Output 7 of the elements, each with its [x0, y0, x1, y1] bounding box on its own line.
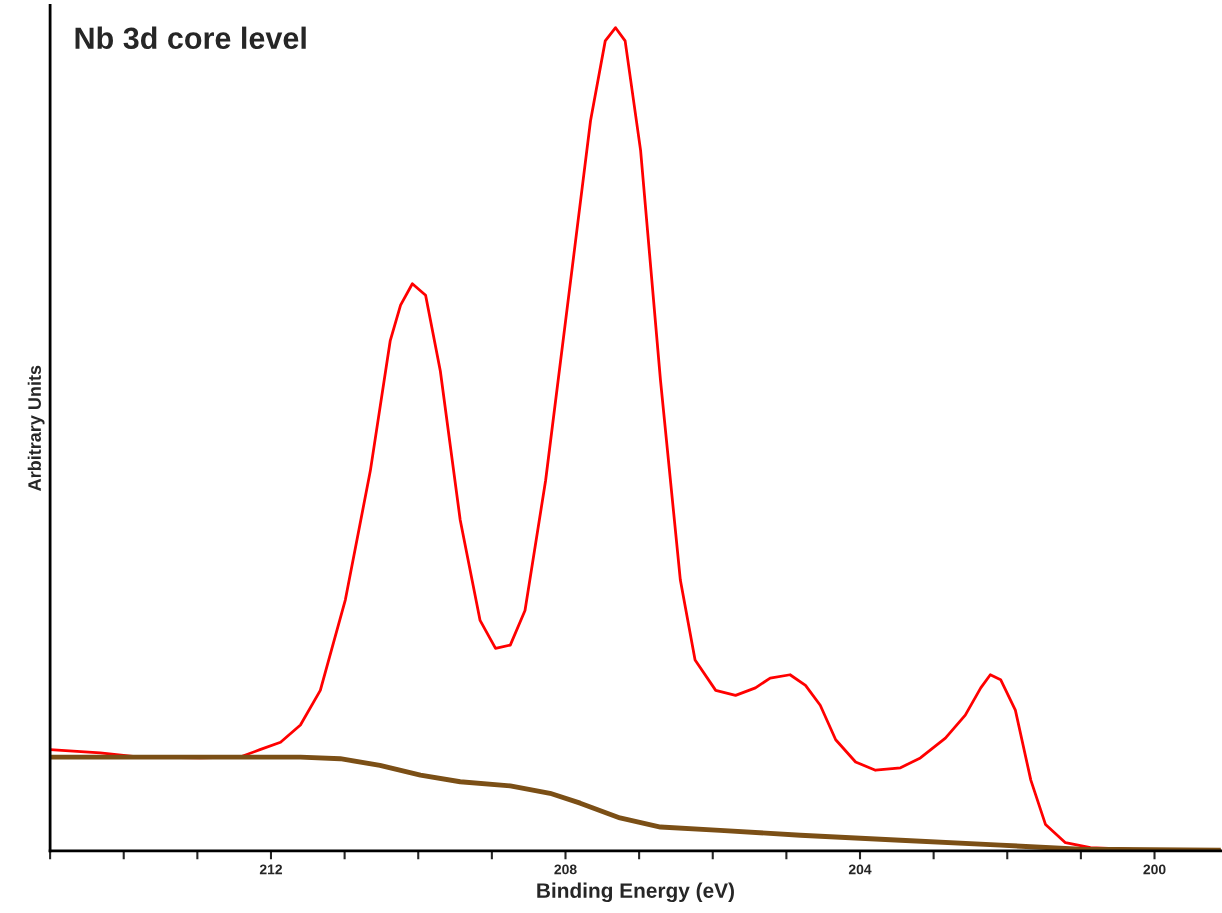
y-axis-title: Arbitrary Units — [27, 365, 45, 491]
chart-title: Nb 3d core level — [75, 26, 306, 50]
x-tick-label: 204 — [848, 864, 872, 875]
x-tick-label: 208 — [554, 864, 577, 875]
x-tick-label: 200 — [1143, 864, 1166, 875]
x-axis-title: Binding Energy (eV) — [537, 882, 734, 903]
x-tick-label: 212 — [259, 864, 283, 875]
